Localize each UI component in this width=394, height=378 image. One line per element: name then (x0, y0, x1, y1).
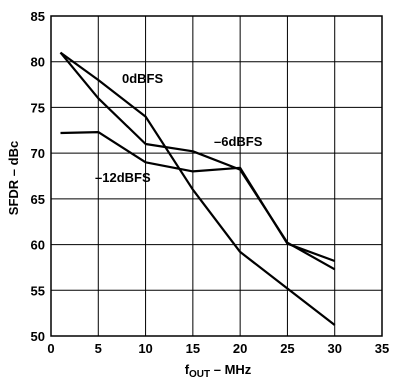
series-labels: 0dBFS –6dBFS –12dBFS (95, 71, 263, 185)
y-tick-label: 55 (31, 283, 45, 298)
x-tick-label: 15 (186, 341, 200, 356)
x-axis-title-sub: OUT (189, 369, 210, 378)
y-tick-label: 85 (31, 9, 45, 24)
y-tick-label: 70 (31, 146, 45, 161)
x-tick-label: 5 (95, 341, 102, 356)
x-tick-label: 20 (233, 341, 247, 356)
series-line-1 (59, 51, 336, 271)
series-lines (59, 51, 336, 326)
x-tick-label: 25 (280, 341, 294, 356)
x-axis-title-main: f (185, 362, 190, 377)
y-tick-label: 75 (31, 100, 45, 115)
series-label-0dbfs: 0dBFS (122, 71, 164, 86)
x-axis-title: fOUT – MHz (185, 362, 252, 378)
series-line-2 (60, 131, 336, 263)
tick-labels: 0 5 10 15 20 25 30 35 50 55 60 65 70 75 80 85 (31, 9, 390, 356)
x-tick-label: 30 (327, 341, 341, 356)
series-label-minus6dbfs: –6dBFS (214, 134, 263, 149)
x-tick-label: 35 (375, 341, 389, 356)
plot-frame (50, 15, 383, 337)
x-tick-label: 0 (47, 341, 54, 356)
y-tick-label: 60 (31, 238, 45, 253)
y-tick-label: 80 (31, 55, 45, 70)
y-tick-label: 50 (31, 329, 45, 344)
series-label-minus12dbfs: –12dBFS (95, 170, 151, 185)
y-tick-label: 65 (31, 192, 45, 207)
y-axis-title: SFDR – dBc (6, 141, 21, 215)
series-line-0 (59, 51, 336, 326)
x-axis-title-rest: – MHz (210, 362, 252, 377)
x-tick-label: 10 (138, 341, 152, 356)
